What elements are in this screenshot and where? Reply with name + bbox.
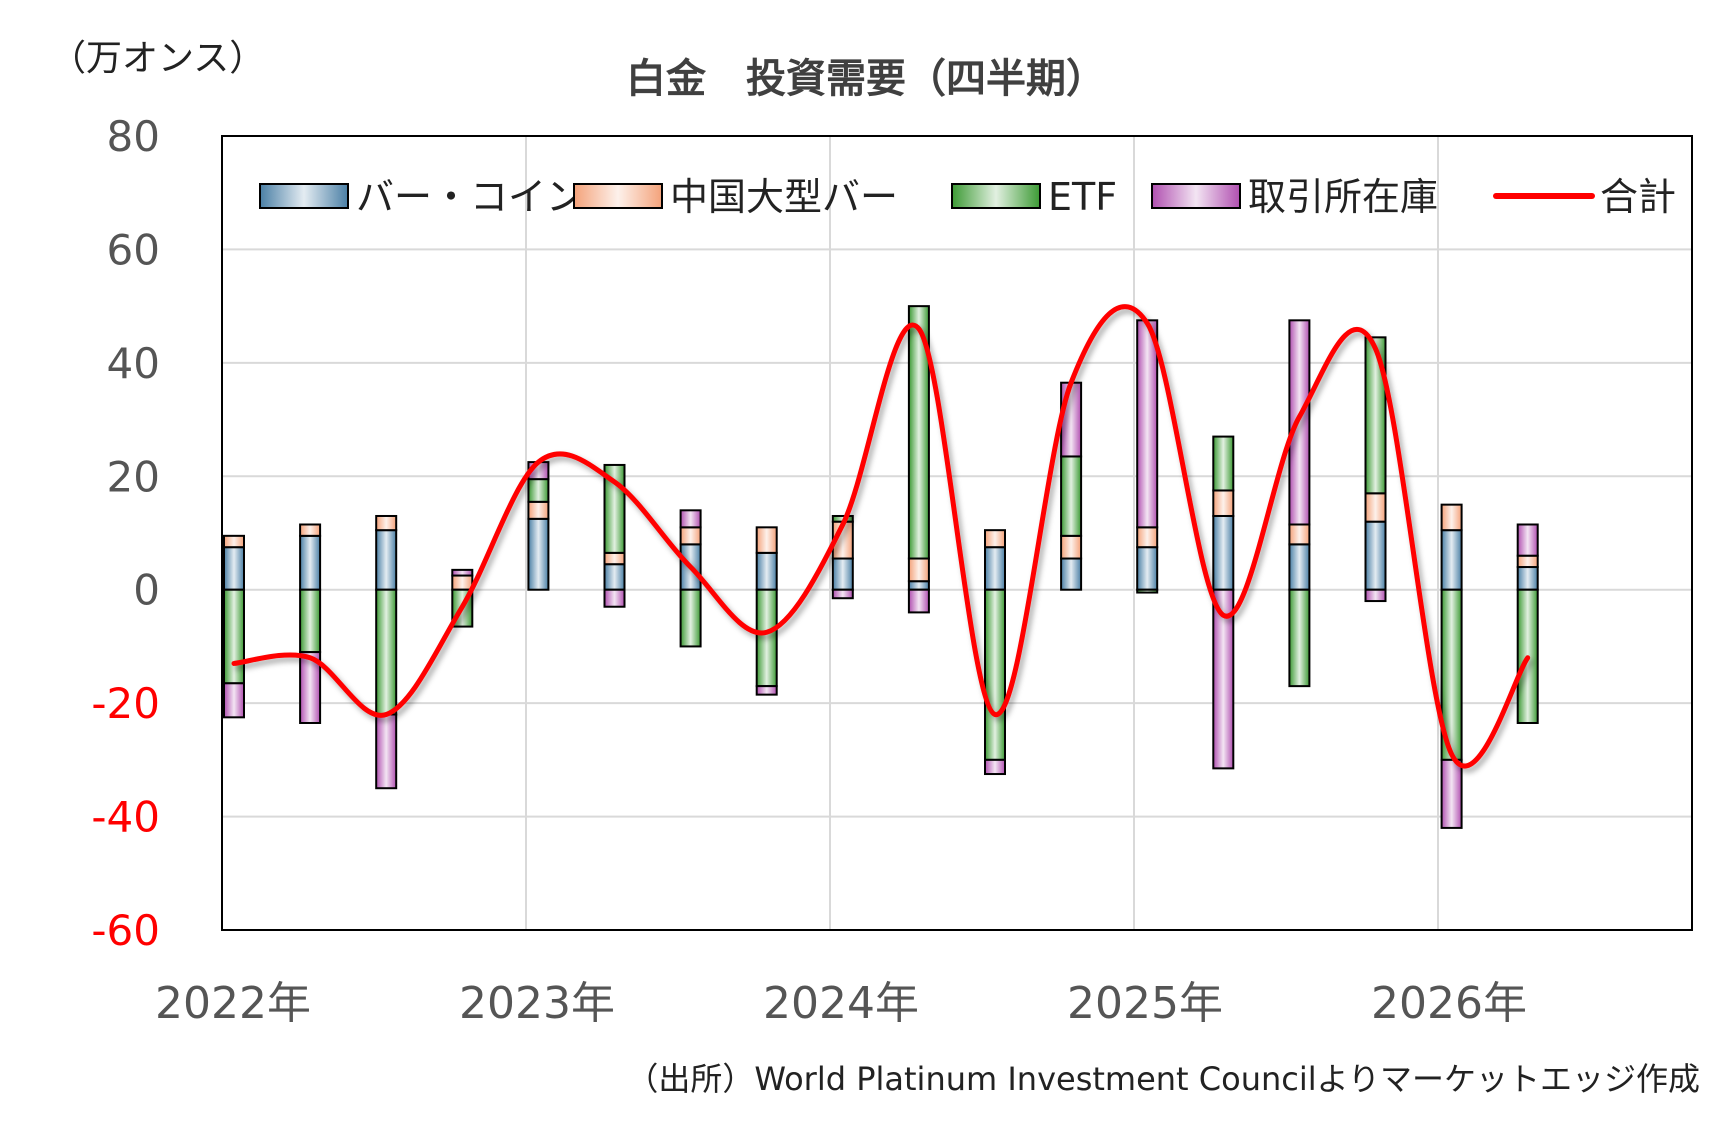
bar-segment	[299, 588, 322, 654]
bar-segment	[907, 580, 930, 591]
bar-segment	[1516, 523, 1539, 557]
bar-segment	[451, 568, 474, 577]
bar-segment	[451, 574, 474, 591]
bars	[223, 305, 1539, 829]
legend-swatch	[573, 183, 663, 209]
bar-segment	[984, 529, 1006, 549]
y-tick-label: -40	[91, 793, 160, 842]
bar-segment	[831, 557, 854, 591]
bar-segment	[1364, 336, 1387, 495]
legend-label: 合計	[1600, 175, 1676, 219]
bar-segment	[223, 682, 245, 719]
x-year-label: 2025年	[1067, 978, 1223, 1029]
y-tick-label: 80	[107, 112, 160, 161]
bar-segment	[907, 588, 930, 614]
bar-segment	[1288, 523, 1311, 546]
legend-label: バー・コイン	[356, 175, 584, 219]
unit-label: （万オンス）	[50, 38, 265, 79]
bar-segment	[1516, 554, 1539, 569]
bar-segment	[1364, 588, 1387, 603]
bar-segment	[527, 517, 550, 591]
x-year-label: 2024年	[763, 978, 919, 1029]
bar-segment	[527, 500, 550, 520]
bar-segment	[1136, 546, 1159, 591]
bar-segment	[1288, 588, 1311, 688]
bar-segment	[1060, 534, 1083, 560]
source-note: （出所）World Platinum Investment Councilよりマ…	[626, 1060, 1700, 1098]
bar-segment	[679, 588, 702, 648]
bar-segment	[375, 529, 398, 591]
bar-segment	[223, 546, 245, 591]
y-tick-label: 20	[107, 452, 160, 501]
bar-segment	[755, 551, 778, 591]
bar-segment	[1136, 526, 1159, 549]
bar-segment	[984, 546, 1006, 591]
y-tick-label: 0	[133, 566, 160, 615]
x-axis-year-labels: 2022年 2023年 2024年 2025年 2026年	[155, 978, 1527, 1029]
bar-segment	[375, 588, 398, 716]
bar-segment	[223, 588, 245, 685]
bar-segment	[603, 588, 626, 608]
bar-segment	[375, 713, 398, 790]
bar-segment	[907, 305, 930, 560]
chart-title: 白金 投資需要（四半期）	[626, 56, 1106, 102]
total-series-line	[231, 304, 1531, 769]
bar-segment	[1212, 588, 1235, 770]
total-line	[231, 304, 1531, 769]
bar-segment	[1212, 435, 1235, 492]
legend-label: 中国大型バー	[670, 175, 898, 219]
bar-segment	[984, 758, 1006, 776]
bar-segment	[1060, 557, 1083, 591]
y-tick-label: 60	[107, 225, 160, 274]
bar-segment	[984, 588, 1006, 761]
bar-segment	[1440, 503, 1463, 532]
y-tick-label: 40	[107, 339, 160, 388]
bar-segment	[299, 523, 322, 537]
legend-label: ETF	[1048, 175, 1117, 219]
bar-segment	[1136, 319, 1159, 529]
bar-segment	[1288, 543, 1311, 591]
bar-segment	[299, 651, 322, 724]
bar-segment	[223, 534, 245, 549]
y-tick-label: -20	[91, 679, 160, 728]
y-tick-label: -60	[91, 906, 160, 955]
bar-segment	[831, 588, 854, 600]
legend-swatch	[1151, 183, 1241, 209]
bar-segment	[1364, 520, 1387, 591]
legend-swatch	[259, 183, 349, 209]
bar-segment	[907, 557, 930, 583]
legend-swatch	[951, 183, 1041, 209]
bar-segment	[375, 514, 398, 532]
bar-segment	[1060, 381, 1083, 458]
bar-segment	[755, 526, 778, 554]
bar-segment	[1440, 529, 1463, 591]
bar-segment	[1212, 489, 1235, 517]
legend-label: 取引所在庫	[1248, 175, 1438, 219]
y-axis-ticks: 80 60 40 20 0 -20 -40 -60	[91, 112, 160, 955]
bar-segment	[1288, 319, 1311, 526]
bar-segment	[1440, 758, 1463, 829]
bar-segment	[1516, 566, 1539, 591]
bar-segment	[1060, 455, 1083, 537]
x-year-label: 2023年	[459, 978, 615, 1029]
bar-segment	[299, 534, 322, 591]
grid-lines	[222, 135, 1692, 931]
bar-segment	[1364, 492, 1387, 523]
bar-segment	[527, 478, 550, 503]
bar-segment	[755, 685, 778, 696]
bar-segment	[1136, 588, 1159, 594]
legend: バー・コイン 中国大型バー ETF 取引所在庫 合計	[259, 175, 1676, 219]
bar-segment	[755, 588, 778, 688]
bar-segment	[603, 563, 626, 591]
bar-segment	[679, 509, 702, 529]
x-year-label: 2026年	[1371, 978, 1527, 1029]
x-year-label: 2022年	[155, 978, 311, 1029]
bar-segment	[1212, 514, 1235, 591]
bar-segment	[679, 526, 702, 546]
bar-segment	[603, 551, 626, 566]
plot-frame	[221, 135, 1693, 931]
